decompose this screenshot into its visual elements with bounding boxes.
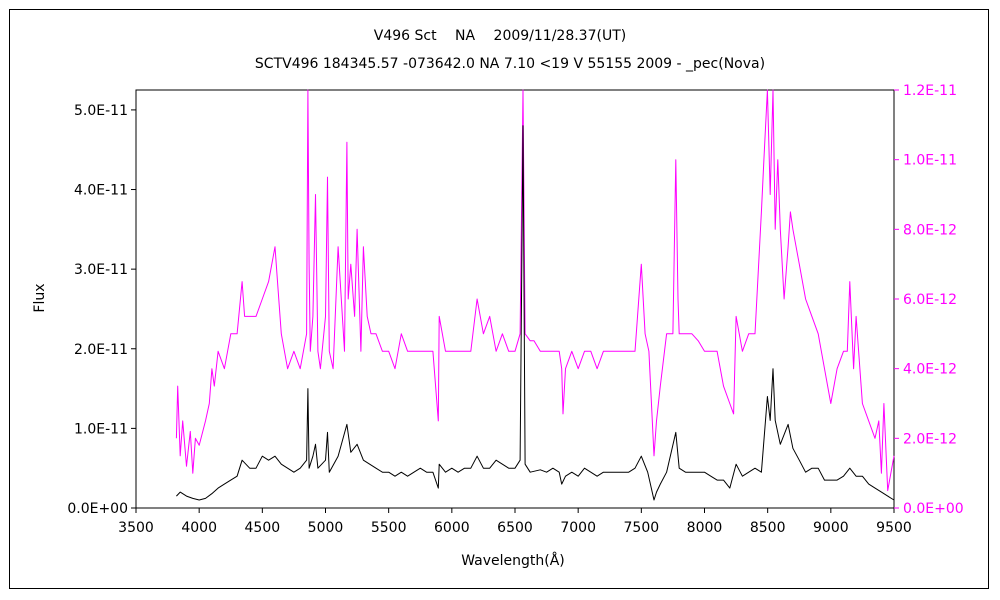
x-tick-label: 7000 bbox=[560, 520, 596, 536]
x-tick-label: 6000 bbox=[434, 520, 470, 536]
x-tick-label: 9500 bbox=[876, 520, 912, 536]
y-left-tick-label: 0.0E+00 bbox=[67, 501, 128, 517]
y-right-tick-label: 1.0E-11 bbox=[903, 153, 957, 169]
y-right-tick-label: 8.0E-12 bbox=[903, 222, 957, 238]
x-tick-label: 5500 bbox=[371, 520, 407, 536]
x-tick-label: 4000 bbox=[181, 520, 217, 536]
x-tick-label: 8500 bbox=[750, 520, 786, 536]
y-right-tick-label: 6.0E-12 bbox=[903, 292, 957, 308]
x-tick-label: 4500 bbox=[245, 520, 281, 536]
y-left-tick-label: 4.0E-11 bbox=[74, 183, 128, 199]
y-right-tick-label: 2.0E-12 bbox=[903, 431, 957, 447]
plot-area bbox=[135, 89, 895, 509]
x-tick-label: 6500 bbox=[497, 520, 533, 536]
chart-frame bbox=[9, 9, 989, 589]
x-tick-label: 8000 bbox=[687, 520, 723, 536]
y-right-tick-label: 1.2E-11 bbox=[903, 83, 957, 99]
chart-subtitle: SCTV496 184345.57 -073642.0 NA 7.10 <19 … bbox=[255, 56, 765, 72]
y-right-tick-label: 0.0E+00 bbox=[903, 501, 964, 517]
x-tick-label: 3500 bbox=[118, 520, 154, 536]
y-left-tick-label: 2.0E-11 bbox=[74, 342, 128, 358]
y-left-tick-label: 1.0E-11 bbox=[74, 421, 128, 437]
y-left-tick-label: 3.0E-11 bbox=[74, 262, 128, 278]
x-tick-label: 9000 bbox=[813, 520, 849, 536]
spectrum-line-magenta bbox=[175, 89, 895, 492]
x-tick-label: 7500 bbox=[624, 520, 660, 536]
chart-title: V496 Sct NA 2009/11/28.37(UT) bbox=[374, 28, 626, 44]
spectrum-line-black bbox=[176, 125, 895, 501]
y-left-tick-label: 5.0E-11 bbox=[74, 103, 128, 119]
y-right-tick-label: 4.0E-12 bbox=[903, 362, 957, 378]
x-axis-label: Wavelength(Å) bbox=[461, 552, 565, 569]
y-axis-label: Flux bbox=[32, 283, 48, 312]
x-tick-label: 5000 bbox=[308, 520, 344, 536]
